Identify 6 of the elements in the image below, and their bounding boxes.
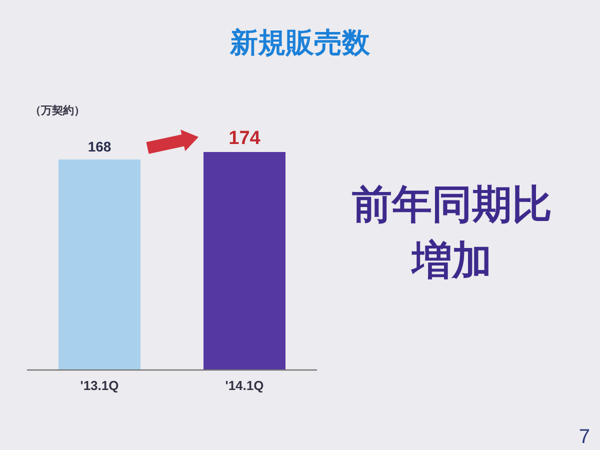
- data-label: 168: [88, 138, 112, 155]
- x-tick-label: '13.1Q: [80, 378, 119, 393]
- data-label: 174: [228, 128, 261, 149]
- ylabel: （万契約）: [30, 105, 85, 117]
- x-tick-label: '14.1Q: [225, 378, 264, 393]
- title: 新規販売数: [230, 27, 370, 58]
